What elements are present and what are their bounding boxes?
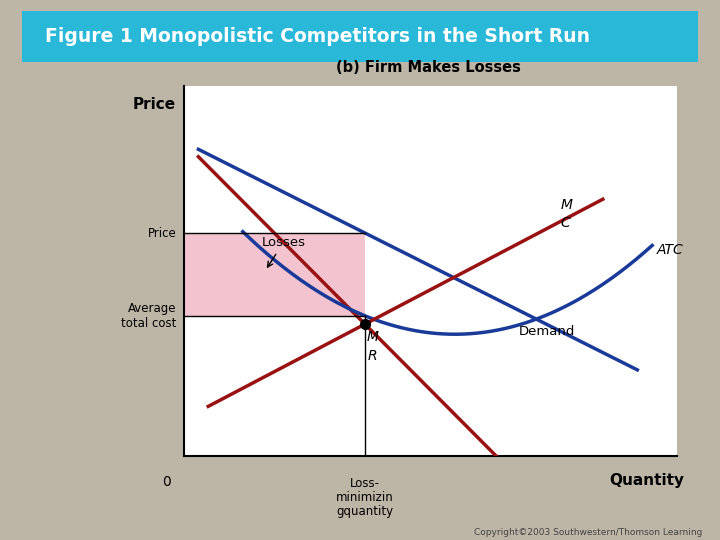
Text: M: M	[561, 198, 573, 212]
Text: Losses: Losses	[261, 236, 305, 267]
Text: Loss-
minimizin
gquantity: Loss- minimizin gquantity	[336, 477, 394, 518]
Text: ATC: ATC	[657, 244, 684, 258]
Bar	[184, 233, 365, 316]
Text: Quantity: Quantity	[609, 473, 684, 488]
Text: 0: 0	[163, 475, 171, 489]
Text: R: R	[367, 348, 377, 362]
Text: Average
total cost: Average total cost	[121, 302, 176, 330]
Text: Figure 1 Monopolistic Competitors in the Short Run: Figure 1 Monopolistic Competitors in the…	[45, 27, 590, 46]
Text: Demand: Demand	[519, 325, 575, 338]
Text: C: C	[561, 216, 571, 230]
Text: Copyright©2003 Southwestern/Thomson Learning: Copyright©2003 Southwestern/Thomson Lear…	[474, 528, 702, 537]
FancyBboxPatch shape	[0, 6, 720, 66]
Text: (b) Firm Makes Losses: (b) Firm Makes Losses	[336, 59, 521, 75]
Text: Price: Price	[148, 226, 176, 240]
Text: Price: Price	[133, 98, 176, 112]
Text: M: M	[366, 330, 378, 344]
